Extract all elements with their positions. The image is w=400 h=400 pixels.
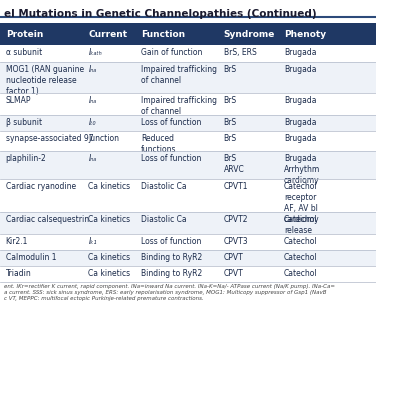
Text: β subunit: β subunit bbox=[6, 118, 42, 127]
Text: CPVT3: CPVT3 bbox=[224, 237, 248, 246]
Text: CPVT: CPVT bbox=[224, 253, 244, 262]
FancyBboxPatch shape bbox=[0, 266, 376, 282]
FancyBboxPatch shape bbox=[0, 234, 376, 250]
Text: BrS: BrS bbox=[224, 134, 237, 143]
Text: Binding to RyR2: Binding to RyR2 bbox=[141, 269, 202, 278]
FancyBboxPatch shape bbox=[0, 45, 376, 62]
Text: Brugada: Brugada bbox=[284, 96, 316, 105]
Text: Junction: Junction bbox=[88, 134, 119, 143]
Text: Iₙₐ: Iₙₐ bbox=[88, 96, 96, 105]
Text: Protein: Protein bbox=[6, 30, 43, 39]
Text: Function: Function bbox=[141, 30, 185, 39]
FancyBboxPatch shape bbox=[0, 115, 376, 131]
Text: MOG1 (RAN guanine
nucleotide release
factor 1): MOG1 (RAN guanine nucleotide release fac… bbox=[6, 65, 84, 96]
Text: Ca kinetics: Ca kinetics bbox=[88, 269, 130, 278]
Text: Cardiac ryanodine: Cardiac ryanodine bbox=[6, 182, 76, 191]
Text: BrS: BrS bbox=[224, 96, 237, 105]
Text: Impaired trafficking
of channel: Impaired trafficking of channel bbox=[141, 65, 217, 85]
Text: ent. IKr=rectifier K current, rapid component. INa=inward Na current. INa-K=Na/-: ent. IKr=rectifier K current, rapid comp… bbox=[4, 284, 335, 301]
FancyBboxPatch shape bbox=[0, 151, 376, 179]
Text: Loss of function: Loss of function bbox=[141, 118, 201, 127]
FancyBboxPatch shape bbox=[0, 131, 376, 151]
FancyBboxPatch shape bbox=[0, 23, 376, 45]
Text: Diastolic Ca: Diastolic Ca bbox=[141, 182, 186, 191]
Text: Loss of function: Loss of function bbox=[141, 237, 201, 246]
Text: plaphilin-2: plaphilin-2 bbox=[6, 154, 46, 163]
Text: el Mutations in Genetic Channelopathies (Continued): el Mutations in Genetic Channelopathies … bbox=[4, 9, 316, 19]
Text: Catechol: Catechol bbox=[284, 269, 318, 278]
Text: Loss of function: Loss of function bbox=[141, 154, 201, 163]
Text: Cardiac calsequestrin: Cardiac calsequestrin bbox=[6, 215, 89, 224]
Text: Brugada: Brugada bbox=[284, 65, 316, 74]
Text: α subunit: α subunit bbox=[6, 48, 42, 57]
Text: Brugada: Brugada bbox=[284, 48, 316, 57]
Text: Iₖₐₜₕ: Iₖₐₜₕ bbox=[88, 48, 102, 57]
Text: Binding to RyR2: Binding to RyR2 bbox=[141, 253, 202, 262]
FancyBboxPatch shape bbox=[0, 93, 376, 115]
Text: SLMAP: SLMAP bbox=[6, 96, 31, 105]
Text: Calmodulin 1: Calmodulin 1 bbox=[6, 253, 56, 262]
Text: Gain of function: Gain of function bbox=[141, 48, 202, 57]
Text: synapse-associated 97: synapse-associated 97 bbox=[6, 134, 93, 143]
Text: Current: Current bbox=[88, 30, 128, 39]
Text: Iₜ₀: Iₜ₀ bbox=[88, 118, 96, 127]
Text: Iₙₐ: Iₙₐ bbox=[88, 154, 96, 163]
Text: CPVT2: CPVT2 bbox=[224, 215, 248, 224]
Text: Ca kinetics: Ca kinetics bbox=[88, 182, 130, 191]
FancyBboxPatch shape bbox=[0, 62, 376, 93]
Text: Impaired trafficking
of channel: Impaired trafficking of channel bbox=[141, 96, 217, 116]
FancyBboxPatch shape bbox=[0, 179, 376, 212]
Text: Brugada: Brugada bbox=[284, 118, 316, 127]
Text: BrS, ERS: BrS, ERS bbox=[224, 48, 256, 57]
Text: BrS: BrS bbox=[224, 65, 237, 74]
Text: Diastolic Ca: Diastolic Ca bbox=[141, 215, 186, 224]
Text: Brugada: Brugada bbox=[284, 134, 316, 143]
Text: Ca kinetics: Ca kinetics bbox=[88, 253, 130, 262]
Text: CPVT1: CPVT1 bbox=[224, 182, 248, 191]
Text: Catechol: Catechol bbox=[284, 237, 318, 246]
Text: Triadin: Triadin bbox=[6, 269, 31, 278]
Text: CPVT: CPVT bbox=[224, 269, 244, 278]
Text: Catechol
release: Catechol release bbox=[284, 215, 318, 235]
Text: Ca kinetics: Ca kinetics bbox=[88, 215, 130, 224]
Text: Brugada
Arrhythm
cardiomy: Brugada Arrhythm cardiomy bbox=[284, 154, 320, 185]
Text: BrS
ARVC: BrS ARVC bbox=[224, 154, 244, 174]
Text: Reduced
functions: Reduced functions bbox=[141, 134, 176, 154]
Text: Kir2.1: Kir2.1 bbox=[6, 237, 28, 246]
Text: BrS: BrS bbox=[224, 118, 237, 127]
Text: Syndrome: Syndrome bbox=[224, 30, 275, 39]
Text: Catechol: Catechol bbox=[284, 253, 318, 262]
Text: Iₙₐ: Iₙₐ bbox=[88, 65, 96, 74]
FancyBboxPatch shape bbox=[0, 212, 376, 234]
Text: Catechol
receptor
AF, AV bl
cardiomy: Catechol receptor AF, AV bl cardiomy bbox=[284, 182, 320, 224]
Text: Iₖ₁: Iₖ₁ bbox=[88, 237, 97, 246]
FancyBboxPatch shape bbox=[0, 250, 376, 266]
Text: Phenoty: Phenoty bbox=[284, 30, 326, 39]
